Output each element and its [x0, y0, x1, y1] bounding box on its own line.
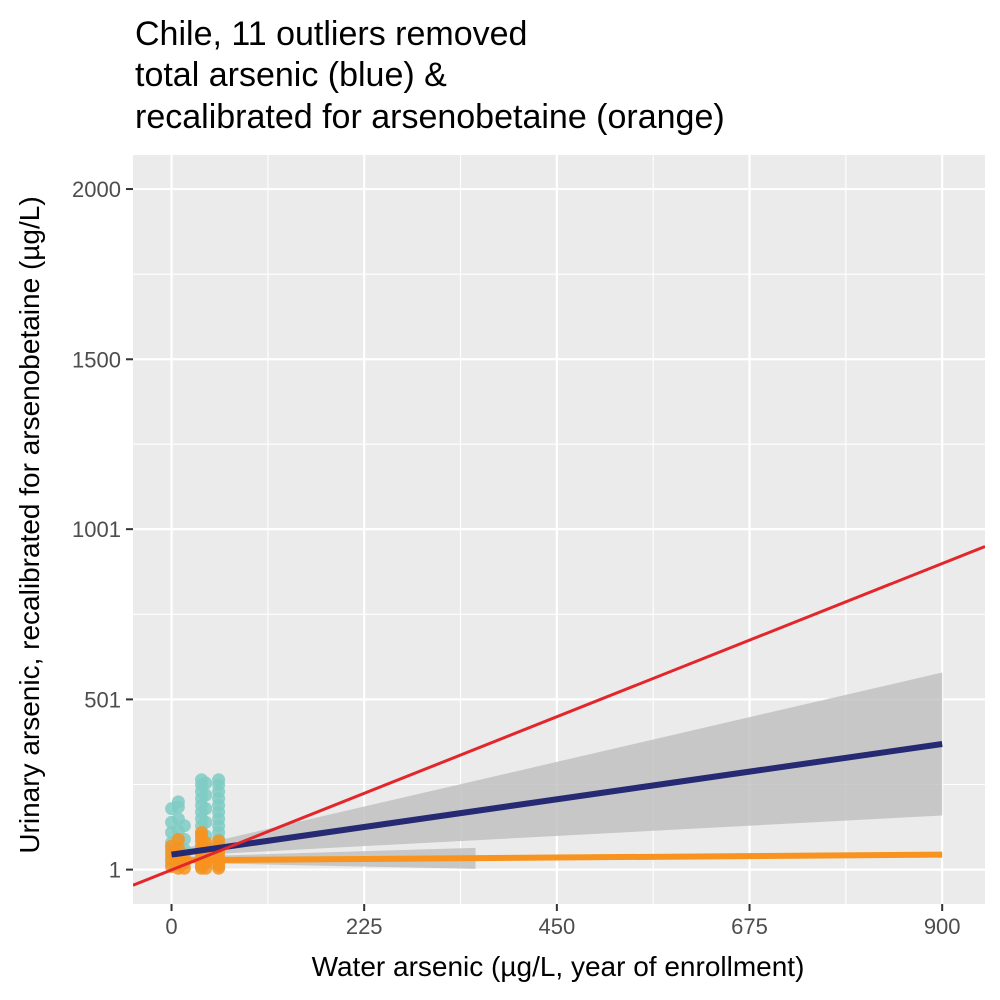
y-tick-label: 2000	[72, 177, 121, 202]
confidence-band-total	[171, 672, 943, 857]
x-axis: 0 225 450 675 900	[165, 904, 961, 939]
fit-line-layer	[133, 545, 985, 887]
x-tick-label: 450	[538, 914, 575, 939]
x-tick-label: 675	[731, 914, 768, 939]
chart-title-line-1: Chile, 11 outliers removed	[135, 15, 527, 53]
chart-title: Chile, 11 outliers removed total arsenic…	[135, 15, 725, 136]
fit-line-recalibrated	[171, 851, 943, 864]
y-axis-title: Urinary arsenic, recalibrated for arseno…	[14, 196, 45, 853]
data-point-total	[199, 815, 213, 829]
data-point-total	[177, 819, 191, 833]
data-point-total	[199, 802, 213, 816]
y-tick-label: 1	[109, 858, 121, 883]
x-tick-label: 0	[165, 914, 177, 939]
data-point-recalibrated	[212, 834, 226, 848]
x-tick-label: 225	[346, 914, 383, 939]
chart-marks	[133, 545, 985, 887]
y-tick-label: 1001	[72, 517, 121, 542]
data-point-recalibrated	[195, 826, 209, 840]
y-tick-label: 501	[84, 687, 121, 712]
y-tick-label: 1500	[72, 347, 121, 372]
x-axis-title: Water arsenic (µg/L, year of enrollment)	[312, 951, 805, 982]
x-tick-label: 900	[924, 914, 961, 939]
data-point-total	[199, 776, 213, 790]
data-point-total	[212, 773, 226, 787]
chart-title-line-3: recalibrated for arsenobetaine (orange)	[135, 98, 725, 136]
data-point-total	[199, 788, 213, 802]
chart-title-line-2: total arsenic (blue) &	[135, 56, 447, 94]
y-axis: 1 501 1001 1500 2000	[72, 177, 133, 883]
data-point-recalibrated	[199, 836, 213, 850]
data-point-total	[171, 795, 185, 809]
fit-line-total	[171, 741, 943, 858]
identity-line	[133, 545, 985, 887]
data-point-recalibrated	[171, 832, 185, 846]
